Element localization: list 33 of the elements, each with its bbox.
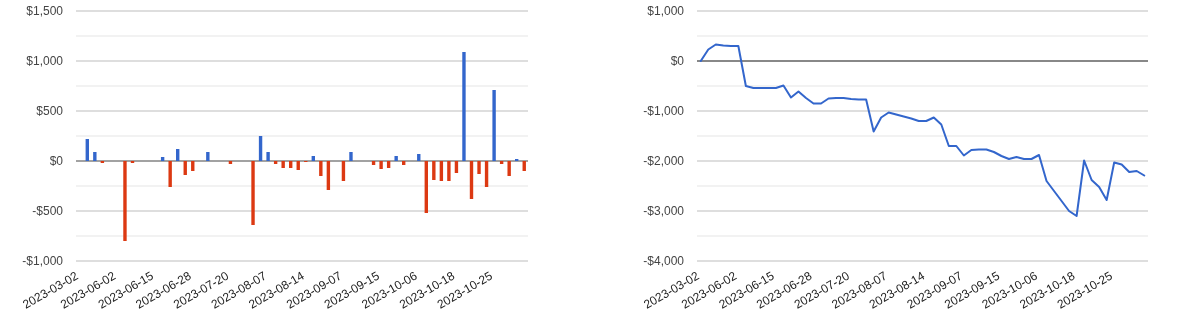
y-tick-label: -$3,000	[643, 204, 685, 219]
bar	[492, 90, 496, 161]
bar	[319, 161, 323, 176]
bar	[507, 161, 511, 176]
bar	[206, 152, 210, 161]
bar	[228, 161, 233, 164]
line-series	[699, 43, 1146, 217]
y-tick-label: $1,000	[647, 4, 685, 19]
y-tick-label: -$4,000	[643, 254, 685, 269]
y-tick-label: $0	[670, 54, 685, 69]
bar	[251, 161, 255, 225]
bar	[168, 161, 172, 187]
bar	[379, 161, 383, 169]
y-tick-label: -$500	[32, 204, 64, 219]
bar	[349, 152, 353, 161]
bar	[447, 161, 451, 181]
y-tick-label: $1,000	[26, 54, 64, 69]
bar	[477, 161, 481, 174]
bar	[499, 161, 504, 164]
bar	[394, 156, 398, 161]
bar	[462, 52, 466, 161]
bar	[266, 152, 270, 161]
bar	[93, 152, 97, 161]
bar	[273, 161, 278, 164]
y-tick-label: $0	[49, 154, 64, 169]
bar	[281, 161, 285, 168]
y-tick-label: -$1,000	[643, 104, 685, 119]
bar	[432, 161, 436, 180]
y-tick-label: $1,500	[26, 4, 64, 19]
y-tick-label: $500	[36, 104, 64, 119]
y-tick-label: -$1,000	[22, 254, 64, 269]
bar	[123, 161, 127, 241]
y-tick-label: -$2,000	[643, 154, 685, 169]
